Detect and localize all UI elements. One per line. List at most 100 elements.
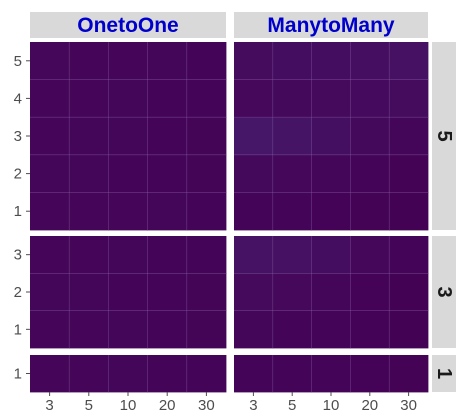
heatmap-cell: [389, 192, 429, 231]
heatmap-cell: [108, 192, 148, 231]
heatmap-cell: [186, 310, 227, 349]
heatmap-cell: [108, 236, 148, 274]
heatmap-cell: [350, 355, 390, 393]
heatmap-cell: [234, 117, 274, 156]
heatmap-cell: [30, 117, 70, 156]
heatmap-cell: [69, 273, 109, 312]
y-tick-label: 1: [14, 366, 22, 383]
heatmap-cell: [69, 117, 109, 156]
heatmap-cell: [108, 117, 148, 156]
heatmap-cell: [311, 236, 351, 274]
column-strip-0: [30, 12, 226, 38]
x-tick-label: 20: [361, 397, 378, 414]
y-tick-label: 1: [14, 321, 22, 338]
heatmap-cell: [69, 236, 109, 274]
heatmap-cell: [272, 42, 312, 80]
heatmap-cell: [311, 273, 351, 312]
heatmap-cell: [389, 42, 429, 80]
column-strip-label: OnetoOne: [77, 14, 179, 37]
x-tick-label: 5: [85, 397, 93, 414]
heatmap-cell: [389, 310, 429, 349]
heatmap-cell: [234, 79, 274, 118]
heatmap-cell: [30, 355, 70, 393]
heatmap-cell: [30, 236, 70, 274]
heatmap-cell: [30, 273, 70, 312]
heatmap-cell: [186, 192, 227, 231]
heatmap-cell: [108, 154, 148, 193]
heatmap-cell: [350, 192, 390, 231]
heatmap-cell: [108, 273, 148, 312]
heatmap-cell: [30, 192, 70, 231]
heatmap-cell: [147, 273, 188, 312]
y-tick-label: 4: [14, 90, 22, 107]
row-strip-label: 1: [433, 368, 455, 379]
heatmap-cell: [272, 355, 312, 393]
heatmap-cell: [272, 154, 312, 193]
heatmap-cell: [272, 273, 312, 312]
heatmap-cell: [311, 79, 351, 118]
heatmap-cell: [311, 192, 351, 231]
row-strip-0: [432, 42, 456, 230]
x-tick-label: 10: [120, 397, 137, 414]
heatmap-cell: [389, 355, 429, 393]
heatmap-cell: [311, 355, 351, 393]
x-tick-label: 20: [159, 397, 176, 414]
heatmap-cell: [234, 273, 274, 312]
heatmap-cell: [147, 42, 188, 80]
heatmap-cell: [147, 310, 188, 349]
heatmap-cell: [350, 117, 390, 156]
heatmap-cell: [108, 355, 148, 393]
heatmap-cell: [311, 310, 351, 349]
heatmap-cell: [350, 42, 390, 80]
heatmap-cell: [311, 42, 351, 80]
heatmap-cell: [389, 117, 429, 156]
heatmap-cell: [311, 117, 351, 156]
heatmap-cell: [108, 310, 148, 349]
y-tick-label: 2: [14, 284, 22, 301]
heatmap-cell: [234, 236, 274, 274]
y-tick-label: 5: [14, 53, 22, 70]
heatmap-cell: [186, 236, 227, 274]
heatmap-cell: [389, 273, 429, 312]
row-strip-label: 3: [433, 286, 455, 297]
heatmap-cell: [147, 154, 188, 193]
heatmap-cell: [186, 355, 227, 393]
heatmap-cell: [234, 310, 274, 349]
heatmap-cell: [30, 79, 70, 118]
x-tick-label: 10: [323, 397, 340, 414]
y-tick-label: 2: [14, 166, 22, 183]
heatmap-cell: [147, 236, 188, 274]
row-strip-label: 5: [433, 130, 455, 141]
row-strip-2: [432, 355, 456, 392]
heatmap-cell: [186, 117, 227, 156]
column-strip-1: [234, 12, 428, 38]
heatmap-cell: [147, 117, 188, 156]
heatmap-cell: [350, 273, 390, 312]
heatmap-cell: [30, 154, 70, 193]
heatmap-cell: [234, 42, 274, 80]
heatmap-cell: [186, 273, 227, 312]
column-strip-label: ManytoMany: [267, 14, 395, 37]
heatmap-cell: [272, 117, 312, 156]
heatmap-cell: [108, 42, 148, 80]
y-tick-label: 1: [14, 203, 22, 220]
heatmap-cell: [389, 154, 429, 193]
heatmap-cell: [30, 42, 70, 80]
y-tick-label: 3: [14, 247, 22, 264]
heatmap-cell: [69, 79, 109, 118]
heatmap-cell: [186, 42, 227, 80]
x-tick-label: 3: [249, 397, 257, 414]
heatmap-cell: [389, 79, 429, 118]
heatmap-cell: [234, 192, 274, 231]
x-tick-label: 5: [288, 397, 296, 414]
heatmap-cell: [69, 192, 109, 231]
x-tick-label: 30: [198, 397, 215, 414]
heatmap-cell: [234, 355, 274, 393]
heatmap-cell: [186, 79, 227, 118]
heatmap-cell: [69, 42, 109, 80]
heatmap-cell: [272, 79, 312, 118]
heatmap-cell: [389, 236, 429, 274]
heatmap-cell: [272, 236, 312, 274]
heatmap-cell: [311, 154, 351, 193]
heatmap-cell: [350, 236, 390, 274]
